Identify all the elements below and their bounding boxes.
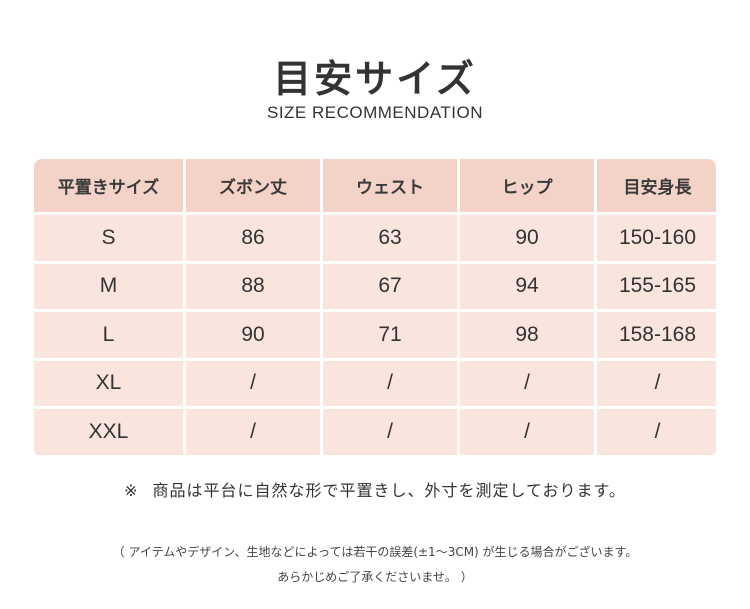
table-row: L 90 71 98 158-168 bbox=[34, 312, 716, 358]
height-cell: / bbox=[597, 360, 716, 406]
size-cell: XXL bbox=[34, 409, 183, 455]
hip-cell: 94 bbox=[460, 263, 594, 309]
disclaimer-line-2: あらかじめご了承くださいませ。 ） bbox=[277, 570, 473, 584]
hip-cell: / bbox=[460, 360, 594, 406]
pants-length-cell: / bbox=[186, 360, 320, 406]
measurement-note: ※ 商品は平台に自然な形で平置きし、外寸を測定しております。 bbox=[0, 480, 750, 502]
pants-length-cell: 88 bbox=[186, 263, 320, 309]
table-row: S 86 63 90 150-160 bbox=[34, 215, 716, 261]
height-cell: 155-165 bbox=[597, 263, 716, 309]
table-row: XL / / / / bbox=[34, 360, 716, 406]
page-title: 目安サイズ bbox=[273, 57, 477, 101]
measurement-note-text: 商品は平台に自然な形で平置きし、外寸を測定しております。 bbox=[152, 481, 626, 500]
waist-cell: 67 bbox=[323, 263, 457, 309]
disclaimer-line-1: （ アイテムやデザイン、生地などによっては若干の誤差(±1～3CM) が生じる場… bbox=[112, 545, 638, 559]
table-row: M 88 67 94 155-165 bbox=[34, 263, 716, 309]
disclaimer: （ アイテムやデザイン、生地などによっては若干の誤差(±1～3CM) が生じる場… bbox=[0, 540, 750, 590]
size-cell: S bbox=[34, 215, 183, 261]
hip-cell: 98 bbox=[460, 312, 594, 358]
height-cell: 158-168 bbox=[597, 312, 716, 358]
table-row: XXL / / / / bbox=[34, 409, 716, 455]
pants-length-cell: / bbox=[186, 409, 320, 455]
size-table-container: 平置きサイズ ズボン丈 ウェスト ヒップ 目安身長 S 86 63 90 150… bbox=[34, 159, 716, 457]
size-cell: M bbox=[34, 263, 183, 309]
height-cell: / bbox=[597, 409, 716, 455]
column-header-pants-length: ズボン丈 bbox=[186, 159, 320, 212]
reference-mark: ※ bbox=[124, 481, 139, 500]
size-table: 平置きサイズ ズボン丈 ウェスト ヒップ 目安身長 S 86 63 90 150… bbox=[34, 159, 716, 457]
table-header-row: 平置きサイズ ズボン丈 ウェスト ヒップ 目安身長 bbox=[34, 159, 716, 212]
hip-cell: / bbox=[460, 409, 594, 455]
size-cell: L bbox=[34, 312, 183, 358]
column-header-waist: ウェスト bbox=[323, 159, 457, 212]
waist-cell: 71 bbox=[323, 312, 457, 358]
page-subtitle: SIZE RECOMMENDATION bbox=[266, 103, 484, 122]
waist-cell: 63 bbox=[323, 215, 457, 261]
waist-cell: / bbox=[323, 360, 457, 406]
hip-cell: 90 bbox=[460, 215, 594, 261]
column-header-flat-size: 平置きサイズ bbox=[34, 159, 183, 212]
pants-length-cell: 90 bbox=[186, 312, 320, 358]
column-header-hip: ヒップ bbox=[460, 159, 594, 212]
pants-length-cell: 86 bbox=[186, 215, 320, 261]
height-cell: 150-160 bbox=[597, 215, 716, 261]
waist-cell: / bbox=[323, 409, 457, 455]
column-header-height: 目安身長 bbox=[597, 159, 716, 212]
size-cell: XL bbox=[34, 360, 183, 406]
